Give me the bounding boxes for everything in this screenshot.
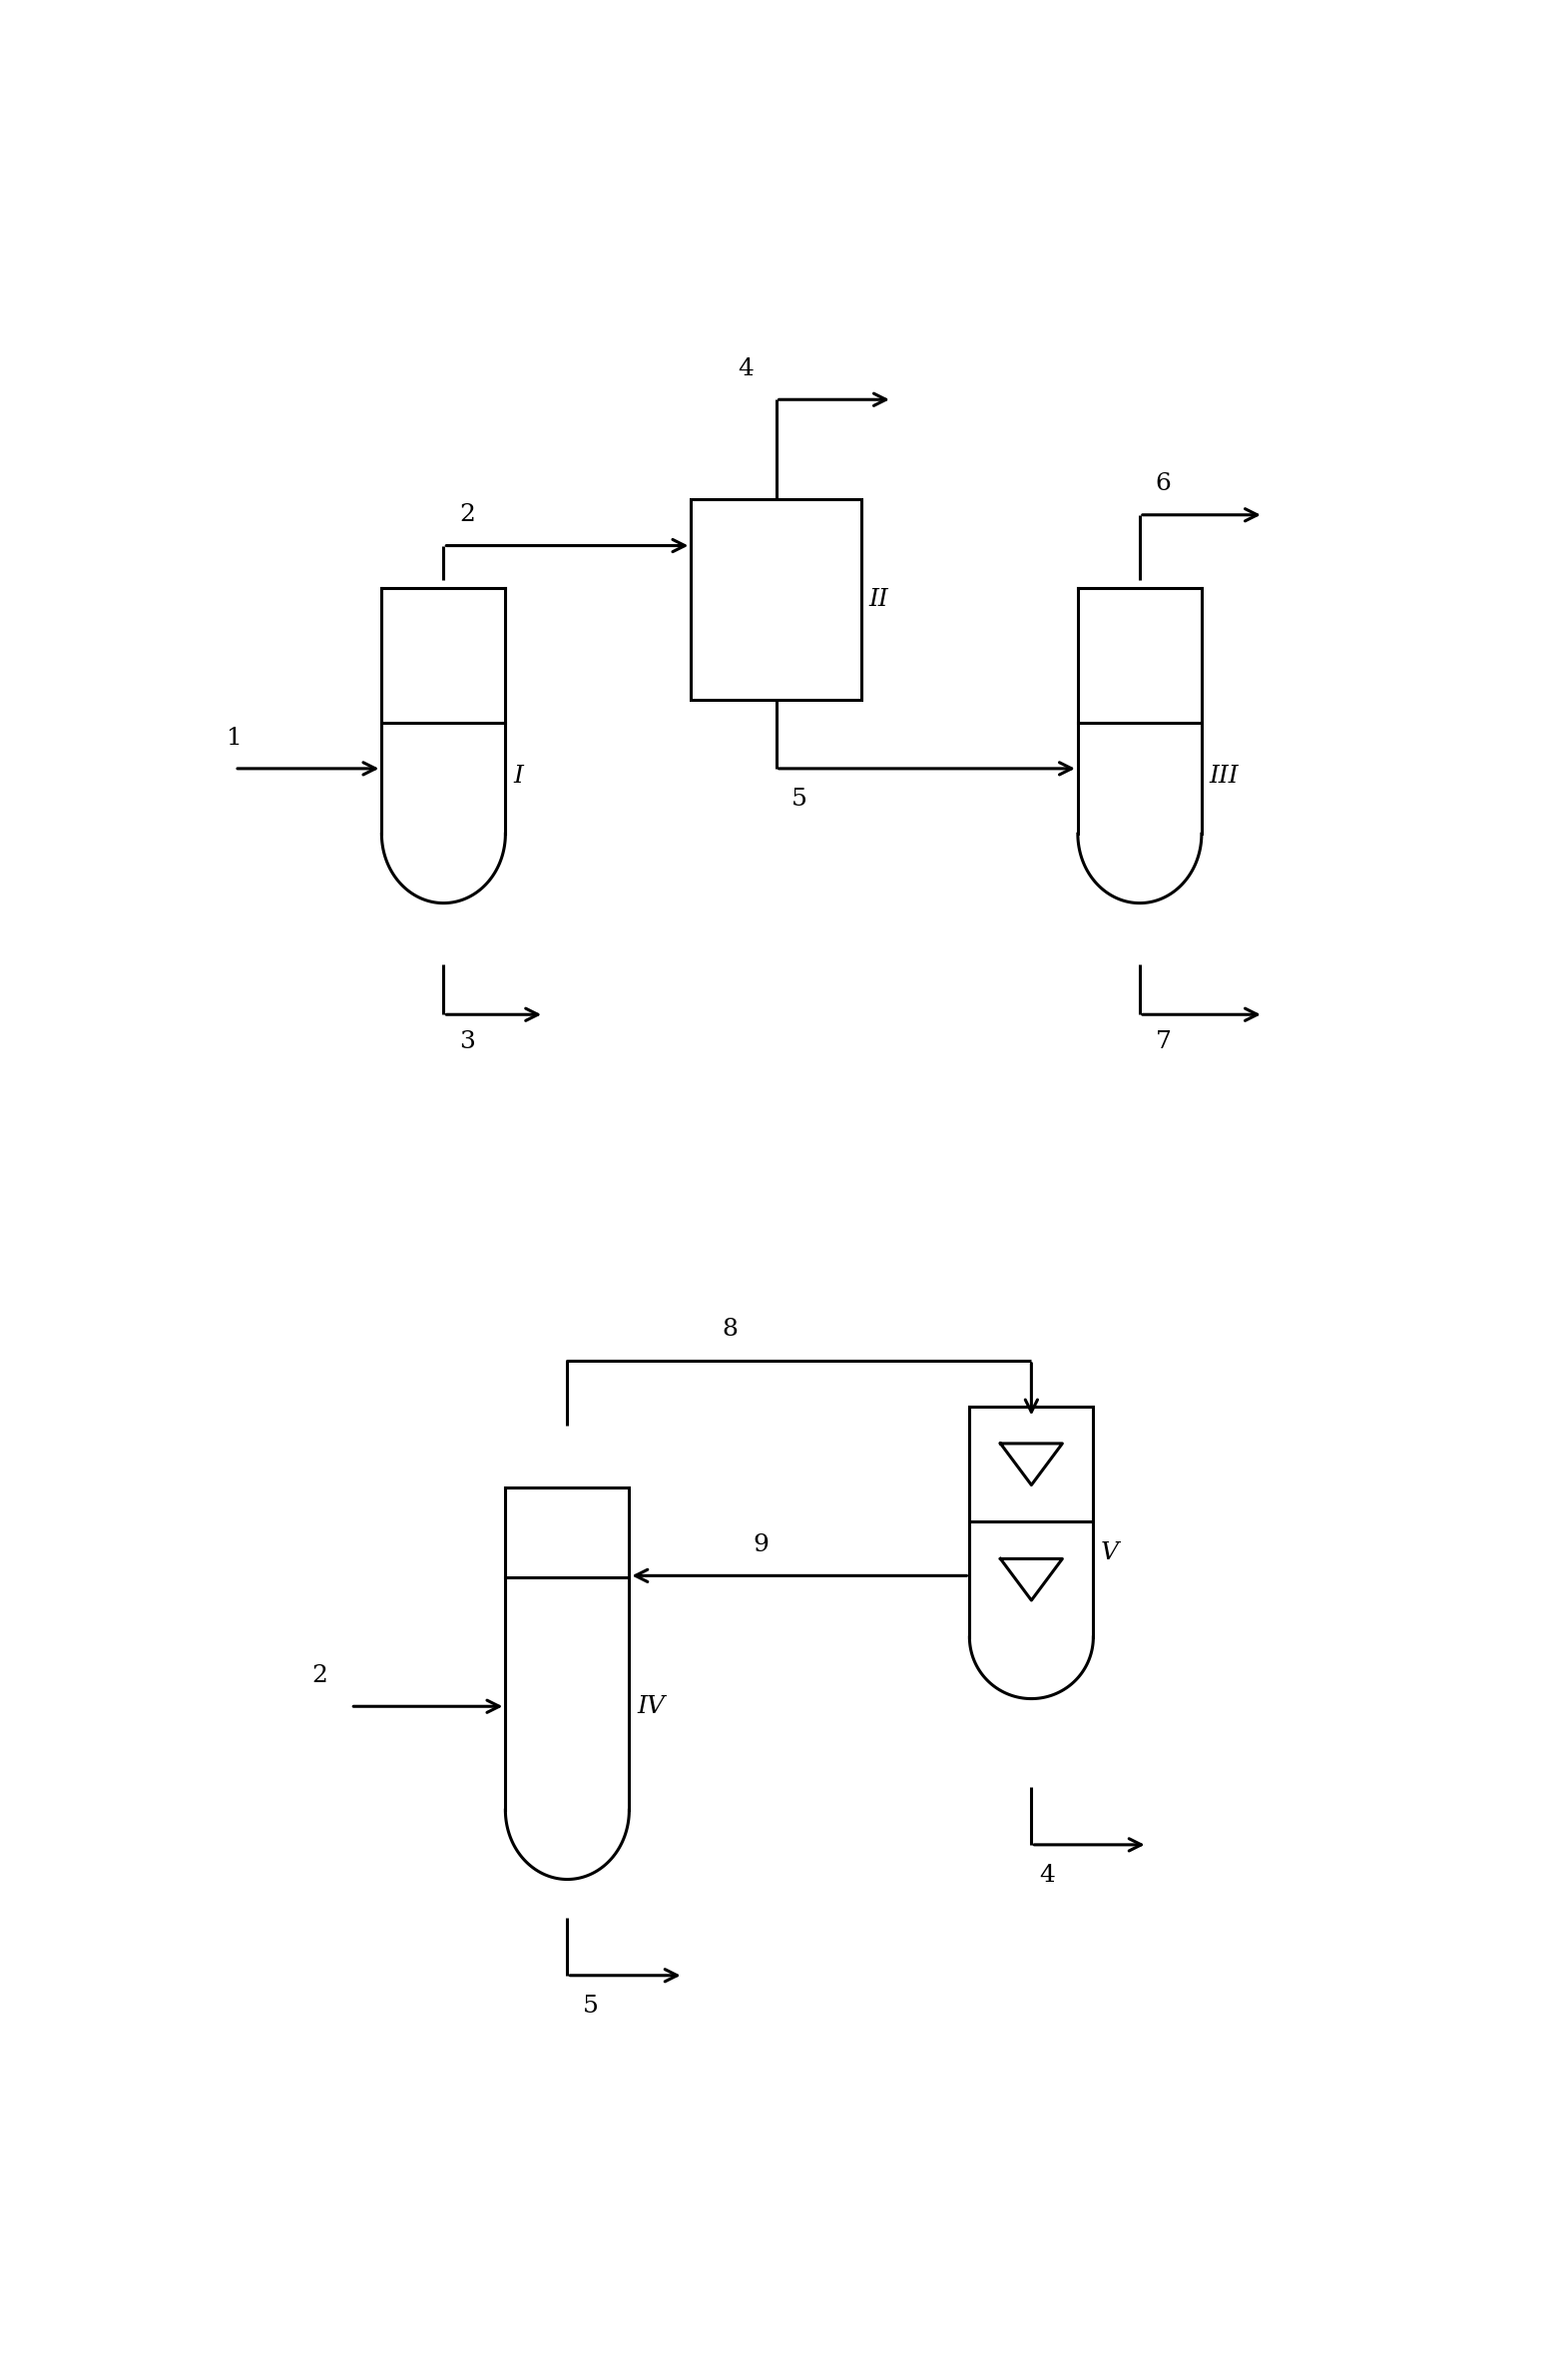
Text: 5: 5 — [583, 1995, 599, 2018]
Text: III: III — [1209, 765, 1239, 789]
Text: 9: 9 — [753, 1533, 768, 1556]
Text: 2: 2 — [459, 502, 475, 526]
Text: 3: 3 — [459, 1031, 475, 1052]
Bar — [691, 500, 861, 699]
Text: I: I — [513, 765, 524, 789]
Text: 4: 4 — [737, 358, 753, 381]
Text: 4: 4 — [1040, 1864, 1055, 1888]
Text: II: II — [869, 588, 889, 611]
Text: 2: 2 — [312, 1663, 328, 1687]
Text: IV: IV — [637, 1694, 665, 1718]
Text: 7: 7 — [1156, 1031, 1171, 1052]
Text: 6: 6 — [1156, 474, 1171, 495]
Text: V: V — [1101, 1542, 1120, 1564]
Text: 5: 5 — [792, 789, 808, 810]
Text: 8: 8 — [721, 1317, 739, 1341]
Text: 1: 1 — [227, 727, 243, 749]
